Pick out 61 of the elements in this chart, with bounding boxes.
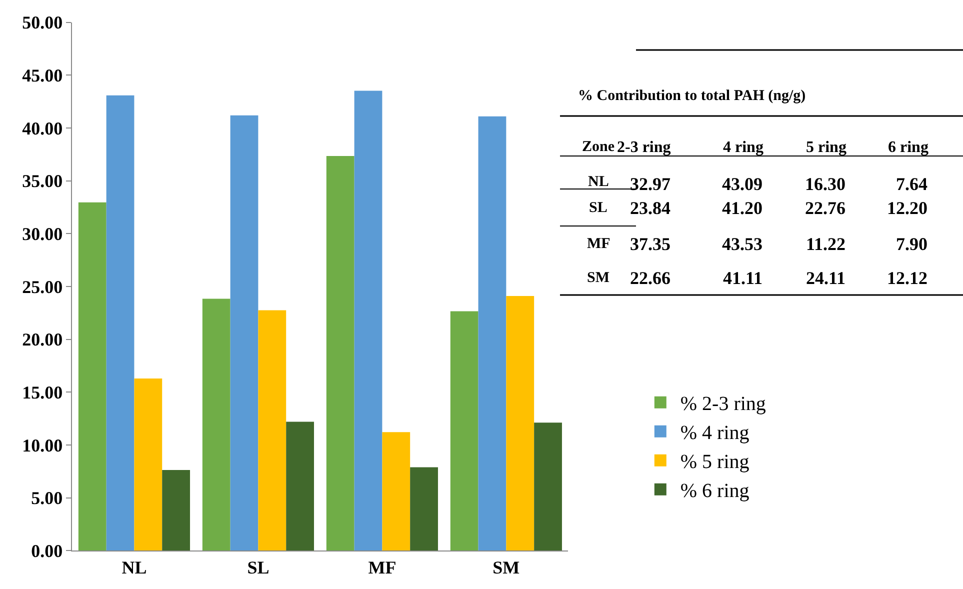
text: MF (587, 236, 610, 252)
text: SL (589, 200, 608, 216)
y-tick-label: 0.00 (31, 541, 63, 562)
y-tick-label: 30.00 (22, 224, 63, 244)
text: % Contribution to total PAH (ng/g) (578, 88, 806, 104)
text: 23.84 (630, 198, 670, 218)
legend-label: % 4 ring (680, 422, 750, 444)
y-tick-label: 45.00 (22, 66, 63, 86)
y-tick-label: 10.00 (22, 435, 63, 456)
text: 22.76 (805, 198, 846, 218)
bar (506, 296, 534, 551)
text: 6 ring (888, 139, 928, 156)
y-tick-label: 40.00 (22, 118, 63, 138)
text: 11.22 (806, 234, 846, 254)
bar (478, 116, 506, 551)
bar (286, 422, 314, 551)
text: 12.12 (887, 268, 928, 288)
x-tick-label: SM (492, 557, 520, 578)
text: SM (587, 270, 610, 286)
bar (354, 90, 382, 551)
text: 43.53 (722, 234, 762, 254)
legend-label: % 6 ring (680, 480, 750, 502)
text: 2-3 ring (617, 139, 671, 156)
text: 22.66 (630, 268, 670, 288)
text: 4 ring (723, 139, 764, 156)
bar (230, 115, 258, 551)
bar (78, 202, 106, 551)
bar (258, 310, 286, 551)
legend-label: % 2-3 ring (680, 393, 766, 416)
bar (410, 467, 438, 551)
y-tick-label: 20.00 (22, 330, 63, 350)
bar (450, 311, 478, 551)
legend-label: % 5 ring (680, 451, 750, 474)
bar (326, 156, 354, 551)
y-tick-label: 35.00 (22, 171, 63, 192)
text: 32.97 (630, 174, 670, 194)
text: 43.09 (722, 174, 762, 194)
text: 41.20 (722, 198, 762, 218)
bar (534, 422, 562, 551)
bar (106, 95, 134, 551)
x-tick-label: MF (368, 557, 396, 578)
text: 16.30 (805, 174, 846, 194)
text: 37.35 (630, 234, 670, 254)
text: 7.64 (896, 174, 928, 194)
text: 41.11 (723, 268, 763, 288)
text: 7.90 (896, 234, 928, 254)
x-tick-label: SL (247, 557, 270, 578)
bar (134, 378, 162, 551)
y-tick-label: 5.00 (31, 488, 63, 508)
text: 5 ring (806, 139, 846, 156)
bar (162, 470, 190, 551)
text: 12.20 (887, 198, 928, 218)
bar (202, 298, 230, 551)
bar (382, 432, 410, 551)
text: Zone (582, 139, 615, 155)
text: NL (588, 174, 609, 190)
x-tick-label: NL (122, 557, 147, 578)
text: 24.11 (806, 268, 846, 288)
y-tick-label: 25.00 (22, 276, 63, 297)
y-tick-label: 15.00 (22, 382, 63, 403)
y-tick-label: 50.00 (22, 12, 63, 33)
